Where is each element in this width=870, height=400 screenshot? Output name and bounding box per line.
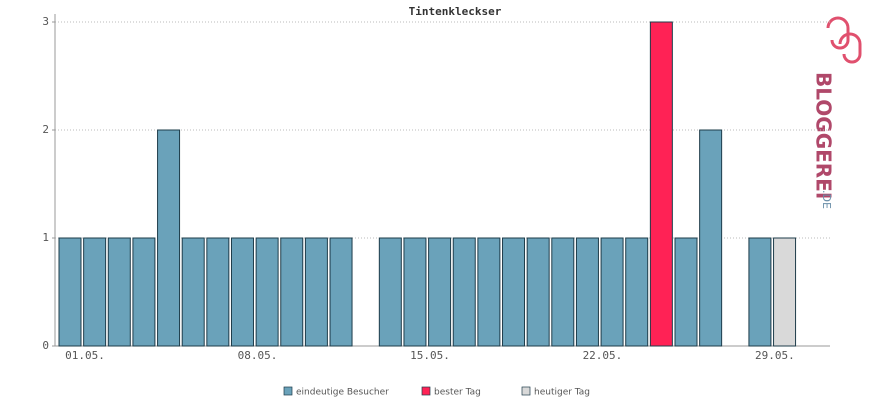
bar: [526, 237, 550, 347]
logo-suffix: .DE: [820, 190, 833, 209]
x-tick-label: 15.05.: [410, 349, 450, 362]
x-tick-label: 22.05.: [583, 349, 623, 362]
bar: [83, 237, 107, 347]
bar: [58, 237, 82, 347]
bar: [649, 21, 673, 347]
legend-swatch: [521, 386, 531, 396]
legend-label: bester Tag: [434, 388, 481, 398]
x-tick-label: 29.05.: [755, 349, 795, 362]
bar: [181, 237, 205, 347]
bar: [551, 237, 575, 347]
bar: [575, 237, 599, 347]
bar: [477, 237, 501, 347]
y-tick-label: 2: [42, 123, 49, 136]
x-tick-label: 01.05.: [65, 349, 105, 362]
bar: [748, 237, 772, 347]
chart-title: Tintenkleckser: [409, 5, 502, 18]
bar: [329, 237, 353, 347]
bar: [157, 129, 181, 347]
bar: [625, 237, 649, 347]
y-tick-label: 3: [42, 15, 49, 28]
bar: [452, 237, 476, 347]
logo-text: BLOGGEREI: [812, 72, 836, 199]
logo-icon: [826, 16, 862, 64]
bar: [280, 237, 304, 347]
y-tick-label: 0: [42, 339, 49, 352]
bar: [502, 237, 526, 347]
bar: [206, 237, 230, 347]
bar: [107, 237, 131, 347]
bar: [378, 237, 402, 347]
legend-swatch: [421, 386, 431, 396]
bar: [699, 129, 723, 347]
bar: [403, 237, 427, 347]
legend-label: heutiger Tag: [534, 388, 590, 398]
bar: [600, 237, 624, 347]
bar: [304, 237, 328, 347]
legend-label: eindeutige Besucher: [296, 388, 389, 398]
bar: [674, 237, 698, 347]
legend-swatch: [283, 386, 293, 396]
bar: [132, 237, 156, 347]
y-tick-label: 1: [42, 231, 49, 244]
logo: BLOGGEREI .DE: [812, 16, 862, 209]
x-tick-label: 08.05.: [238, 349, 278, 362]
bar: [773, 237, 797, 347]
bar: [428, 237, 452, 347]
bar: [230, 237, 254, 347]
bar: [255, 237, 279, 347]
